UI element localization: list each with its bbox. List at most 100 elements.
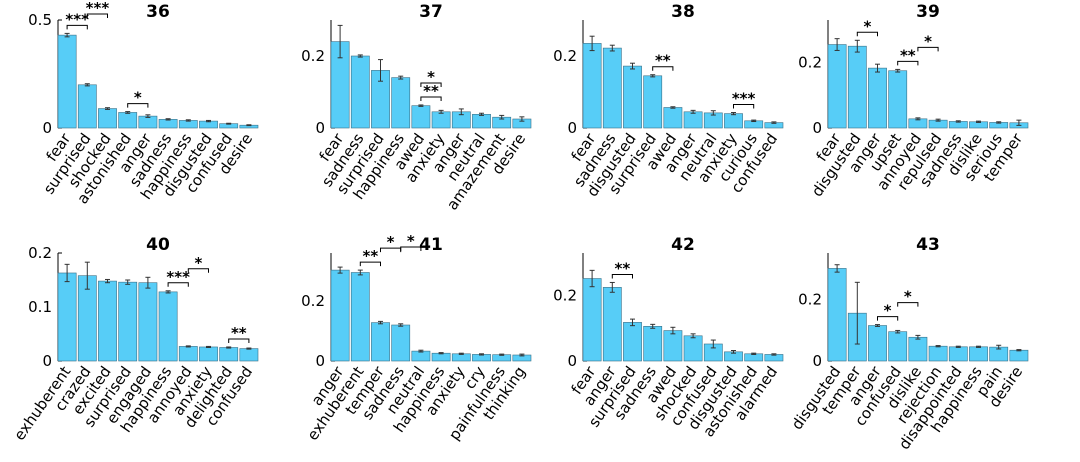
panel-title: 39 [916,2,940,22]
significance-bracket [400,246,422,251]
significance-bracket [228,338,250,343]
bar [118,112,138,129]
significance-label: * [924,32,932,50]
bar [868,67,887,129]
bar [411,105,431,129]
significance-bracket [856,31,878,37]
y-tick-label: 0 [315,119,325,137]
bar [663,330,683,362]
chart-panel-41: 4100.2angerexhuberenttempersadnessneutra… [301,232,532,444]
bar [928,345,948,362]
bar [431,111,451,129]
bar [948,346,968,362]
significance-label: * [904,288,912,306]
bar [98,108,117,129]
panel-title: 38 [671,2,695,22]
significance-label: ** [423,82,439,100]
bar [330,269,350,362]
significance-label: ** [363,247,379,265]
significance-bracket [733,104,755,109]
y-tick-label: 0.2 [28,244,52,262]
bar [602,47,622,129]
significance-bracket [652,66,674,71]
y-tick-label: 0.2 [553,287,577,305]
significance-label: * [387,233,395,251]
bar [683,111,703,129]
bar [827,44,847,129]
y-tick-label: 0.5 [28,11,52,29]
bar [391,324,411,362]
bar [472,114,491,129]
bar [391,77,411,129]
y-tick-label: 0.1 [28,298,52,316]
bar [888,70,908,129]
significance-label: * [194,254,202,272]
significance-bracket [167,282,189,287]
y-tick-label: 0.2 [301,292,325,310]
y-tick-label: 0 [42,352,52,370]
bar [239,348,259,362]
bar [57,34,77,129]
chart-panel-42: 4200.2fearangersurprisedsadnessawedshock… [553,235,784,440]
bar [908,336,928,362]
bar [57,272,77,362]
significance-bracket [420,82,442,87]
bar [178,346,198,362]
chart-panel-38: 3800.2fearsadnessdisgustedsurprisedaweda… [553,2,784,200]
y-tick-label: 0 [812,119,822,137]
y-tick-label: 0.2 [553,47,577,65]
significance-bracket [897,302,919,307]
bar [602,287,622,362]
significance-bracket [877,316,899,321]
bar [827,268,847,362]
significance-label: ** [615,259,631,277]
panel-title: 42 [671,235,695,255]
bar [431,352,451,362]
significance-label: * [884,302,892,320]
panel-title: 41 [419,235,443,255]
significance-label: *** [65,10,89,28]
bar [683,335,703,362]
significance-bracket [187,268,209,273]
significance-bracket [359,261,381,267]
bar [199,346,218,362]
bar [98,280,117,362]
significance-bracket [66,24,88,30]
bar [1009,349,1029,362]
y-tick-label: 0 [567,119,577,137]
bar [118,281,138,362]
bar [643,326,663,362]
bar [77,84,97,129]
significance-bracket [917,46,939,52]
significance-label: ** [900,46,916,64]
significance-label: * [134,89,142,107]
bar [663,107,683,129]
y-tick-label: 0 [812,352,822,370]
significance-bracket [897,60,919,66]
bar [969,346,988,362]
significance-label: * [427,68,435,86]
bar [371,322,390,362]
bar [219,347,239,362]
bar [623,322,642,362]
panel-title: 37 [419,2,443,22]
bar [411,350,431,362]
bar [350,55,370,129]
chart-panel-36: 3600.5fearsurprisedshockedastonishedange… [28,0,259,207]
panel-title: 36 [146,2,170,22]
y-tick-label: 0 [315,352,325,370]
significance-bracket [127,103,149,108]
panel-title: 43 [916,235,940,255]
significance-label: * [863,17,871,35]
chart-panel-39: 3900.2feardisgustedangerupsetannoyedrepu… [798,2,1029,200]
y-tick-label: 0 [42,119,52,137]
significance-label: ** [655,52,671,70]
bar [888,331,908,362]
chart-panel-40: 4000.10.2exhuberentcrazedexcitedsurprise… [10,235,259,444]
bar [724,113,743,129]
significance-label: *** [86,0,110,17]
significance-bracket [86,13,108,18]
significance-label: *** [732,90,756,108]
bar [847,45,867,129]
